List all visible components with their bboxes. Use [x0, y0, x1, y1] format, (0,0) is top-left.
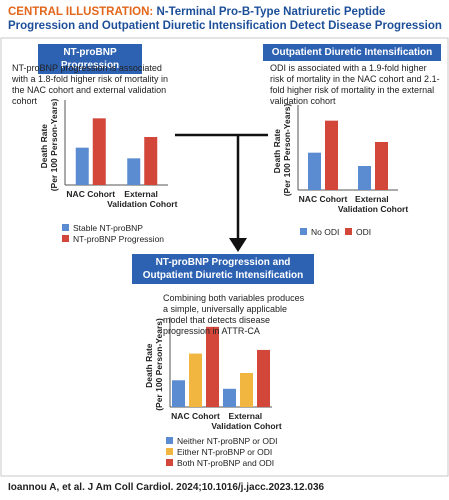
citation: Ioannou A, et al. J Am Coll Cardiol. 202…: [8, 482, 325, 493]
y-axis-label: Death Rate (Per 100 Person-Years): [144, 318, 164, 411]
legend-label: Stable NT-proBNP: [73, 223, 143, 233]
bar: [172, 380, 185, 407]
legend-label: Both NT-proBNP and ODI: [177, 458, 274, 468]
bar: [206, 326, 219, 407]
bar: [325, 120, 338, 190]
bar: [308, 152, 321, 190]
bar: [257, 349, 270, 407]
legend-swatch: [166, 448, 173, 455]
x-tick-label: External Validation Cohort: [338, 194, 409, 214]
bar: [189, 353, 202, 407]
legend-swatch: [166, 459, 173, 466]
panel-description: NT-proBNP progression is associated with…: [12, 63, 169, 106]
bar: [358, 166, 371, 190]
legend-label: ODI: [356, 227, 371, 237]
bar: [127, 158, 141, 185]
x-tick-label: External Validation Cohort: [107, 189, 178, 209]
legend-swatch: [345, 228, 352, 235]
legend-label: No ODI: [311, 227, 339, 237]
legend-label: Neither NT-proBNP or ODI: [177, 436, 277, 446]
bar: [144, 137, 158, 185]
bar: [223, 388, 236, 407]
arrow-head: [229, 238, 247, 252]
legend-label: NT-proBNP Progression: [73, 234, 164, 244]
legend-swatch: [300, 228, 307, 235]
panel-title: NT-proBNP Progression and Outpatient Diu…: [132, 254, 314, 284]
header: CENTRAL ILLUSTRATION: N-Terminal Pro-B-T…: [8, 5, 444, 33]
bar: [375, 142, 388, 190]
y-axis-label: Death Rate (Per 100 Person-Years): [39, 99, 59, 192]
x-tick-label: NAC Cohort: [299, 194, 348, 204]
bar: [75, 147, 89, 185]
frame: [0, 37, 449, 477]
panel-description: ODI is associated with a 1.9-fold higher…: [270, 63, 440, 106]
panel-title: Outpatient Diuretic Intensification: [263, 44, 441, 61]
header-label: CENTRAL ILLUSTRATION:: [8, 6, 154, 18]
panel-description: Combining both variables produces a simp…: [163, 293, 305, 336]
x-tick-label: External Validation Cohort: [211, 411, 282, 431]
bar: [92, 118, 106, 185]
legend-swatch: [166, 437, 173, 444]
panel-title: NT-proBNP Progression: [38, 44, 142, 74]
bar: [240, 373, 253, 407]
x-tick-label: NAC Cohort: [66, 189, 115, 199]
legend-swatch: [62, 224, 69, 231]
legend-swatch: [62, 235, 69, 242]
y-axis-label: Death Rate (Per 100 Person-Years): [272, 104, 292, 197]
legend-label: Either NT-proBNP or ODI: [177, 447, 272, 457]
header-title: N-Terminal Pro-B-Type Natriuretic Peptid…: [8, 6, 442, 32]
x-tick-label: NAC Cohort: [171, 411, 220, 421]
